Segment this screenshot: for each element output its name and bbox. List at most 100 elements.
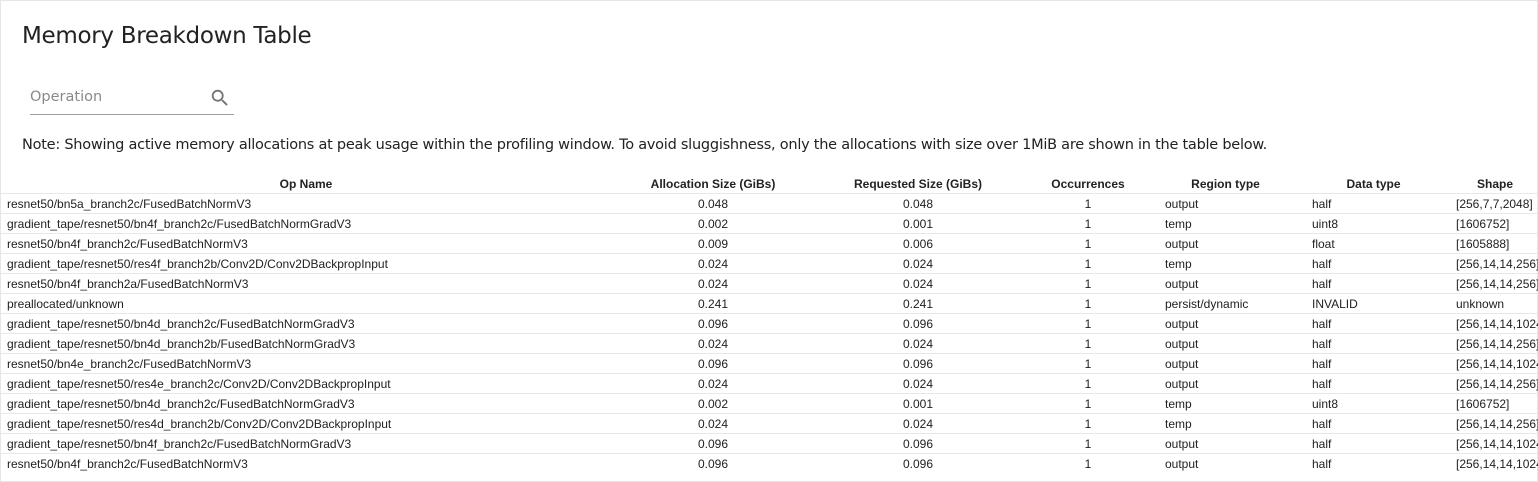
region-type-cell: temp [1155,413,1296,434]
op-name-cell: gradient_tape/resnet50/res4d_branch2b/Co… [1,413,611,434]
occurrences-cell: 1 [1021,373,1155,394]
data-type-cell: half [1296,433,1451,454]
shape-cell: [256,14,14,1024] [1451,353,1538,374]
allocation-size-cell: 0.002 [611,393,815,414]
allocation-size-cell: 0.096 [611,353,815,374]
occurrences-cell: 1 [1021,453,1155,473]
requested-size-cell: 0.048 [815,193,1021,214]
data-type-cell: half [1296,373,1451,394]
search-input[interactable] [30,89,200,105]
region-type-cell: output [1155,373,1296,394]
table-row[interactable]: resnet50/bn5a_branch2c/FusedBatchNormV3 0… [1,193,1538,214]
allocation-size-cell: 0.024 [611,333,815,354]
requested-size-cell: 0.001 [815,213,1021,234]
op-name-cell: gradient_tape/resnet50/bn4d_branch2c/Fus… [1,393,611,414]
data-type-cell: half [1296,453,1451,473]
occurrences-cell: 1 [1021,413,1155,434]
data-type-cell: half [1296,273,1451,294]
data-type-cell: half [1296,253,1451,274]
op-name-cell: gradient_tape/resnet50/bn4f_branch2c/Fus… [1,213,611,234]
shape-cell: [256,14,14,256] [1451,253,1538,274]
column-header-data-type[interactable]: Data type [1346,176,1401,191]
table-row[interactable]: resnet50/bn4f_branch2c/FusedBatchNormV3 0… [1,233,1538,254]
shape-cell: [256,14,14,256] [1451,413,1538,434]
region-type-cell: temp [1155,213,1296,234]
table-row[interactable]: gradient_tape/resnet50/res4d_branch2b/Co… [1,413,1538,434]
allocation-size-cell: 0.241 [611,293,815,314]
requested-size-cell: 0.024 [815,333,1021,354]
region-type-cell: output [1155,453,1296,473]
shape-cell: [1606752] [1451,213,1538,234]
data-type-cell: half [1296,413,1451,434]
column-header-region-type[interactable]: Region type [1191,176,1260,191]
memory-breakdown-table: Op Name Allocation Size (GiBs) Requested… [1,174,1538,473]
column-header-op-name[interactable]: Op Name [279,176,333,191]
table-row[interactable]: resnet50/bn4f_branch2a/FusedBatchNormV3 0… [1,273,1538,294]
column-header-requested-size[interactable]: Requested Size (GiBs) [853,176,983,191]
requested-size-cell: 0.024 [815,253,1021,274]
allocation-size-cell: 0.009 [611,233,815,254]
allocation-size-cell: 0.024 [611,413,815,434]
region-type-cell: temp [1155,393,1296,414]
op-name-cell: resnet50/bn4f_branch2a/FusedBatchNormV3 [1,273,611,294]
table-row[interactable]: gradient_tape/resnet50/res4f_branch2b/Co… [1,253,1538,274]
occurrences-cell: 1 [1021,313,1155,334]
data-type-cell: half [1296,193,1451,214]
table-row[interactable]: resnet50/bn4e_branch2c/FusedBatchNormV3 0… [1,353,1538,374]
requested-size-cell: 0.006 [815,233,1021,254]
region-type-cell: persist/dynamic [1155,293,1296,314]
table-row[interactable]: gradient_tape/resnet50/res4e_branch2c/Co… [1,373,1538,394]
allocation-size-cell: 0.096 [611,313,815,334]
column-header-occurrences[interactable]: Occurrences [1051,176,1125,191]
requested-size-cell: 0.024 [815,373,1021,394]
data-type-cell: INVALID [1296,293,1451,314]
column-header-shape[interactable]: Shape [1476,176,1513,191]
shape-cell: [1605888] [1451,233,1538,254]
shape-cell: [256,14,14,1024] [1451,453,1538,473]
requested-size-cell: 0.024 [815,273,1021,294]
table-header-row: Op Name Allocation Size (GiBs) Requested… [1,174,1538,194]
occurrences-cell: 1 [1021,293,1155,314]
requested-size-cell: 0.096 [815,453,1021,473]
occurrences-cell: 1 [1021,213,1155,234]
data-type-cell: half [1296,353,1451,374]
op-name-cell: gradient_tape/resnet50/bn4d_branch2c/Fus… [1,313,611,334]
shape-cell: unknown [1451,293,1538,314]
shape-cell: [256,7,7,2048] [1451,193,1538,214]
occurrences-cell: 1 [1021,253,1155,274]
region-type-cell: output [1155,433,1296,454]
table-row[interactable]: gradient_tape/resnet50/bn4f_branch2c/Fus… [1,213,1538,234]
page-title: Memory Breakdown Table [22,23,312,49]
region-type-cell: temp [1155,253,1296,274]
op-name-cell: resnet50/bn4f_branch2c/FusedBatchNormV3 [1,453,611,473]
occurrences-cell: 1 [1021,393,1155,414]
table-row[interactable]: gradient_tape/resnet50/bn4f_branch2c/Fus… [1,433,1538,454]
op-name-cell: resnet50/bn5a_branch2c/FusedBatchNormV3 [1,193,611,214]
op-name-cell: gradient_tape/resnet50/res4e_branch2c/Co… [1,373,611,394]
operation-search[interactable] [30,87,234,115]
table-row[interactable]: gradient_tape/resnet50/bn4d_branch2c/Fus… [1,393,1538,414]
op-name-cell: gradient_tape/resnet50/bn4d_branch2b/Fus… [1,333,611,354]
allocation-size-cell: 0.024 [611,273,815,294]
note-text: Note: Showing active memory allocations … [22,137,1267,153]
allocation-size-cell: 0.096 [611,433,815,454]
table-row[interactable]: resnet50/bn4f_branch2c/FusedBatchNormV3 0… [1,453,1538,473]
requested-size-cell: 0.096 [815,313,1021,334]
region-type-cell: output [1155,273,1296,294]
shape-cell: [1606752] [1451,393,1538,414]
table-row[interactable]: gradient_tape/resnet50/bn4d_branch2c/Fus… [1,313,1538,334]
shape-cell: [256,14,14,256] [1451,273,1538,294]
table-row[interactable]: gradient_tape/resnet50/bn4d_branch2b/Fus… [1,333,1538,354]
table-row[interactable]: preallocated/unknown 0.241 0.241 1 persist/d… [1,293,1538,314]
data-type-cell: half [1296,313,1451,334]
column-header-allocation-size[interactable]: Allocation Size (GiBs) [650,176,776,191]
search-icon[interactable] [209,87,231,109]
shape-cell: [256,14,14,1024] [1451,313,1538,334]
occurrences-cell: 1 [1021,353,1155,374]
occurrences-cell: 1 [1021,273,1155,294]
requested-size-cell: 0.096 [815,353,1021,374]
allocation-size-cell: 0.024 [611,373,815,394]
region-type-cell: output [1155,193,1296,214]
region-type-cell: output [1155,353,1296,374]
